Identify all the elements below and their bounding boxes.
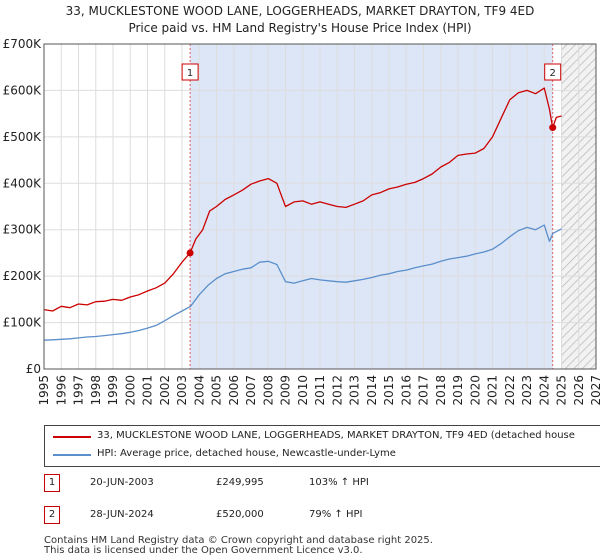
hpi-line: [43, 224, 562, 341]
sale-hpi-2: 79% ↑ HPI: [309, 509, 363, 520]
x-tick-label: 2015: [382, 375, 396, 406]
y-tick-label: £700K: [3, 37, 43, 51]
x-tick-label: 2005: [210, 375, 224, 406]
legend-label-hpi: HPI: Average price, detached house, Newc…: [97, 448, 396, 459]
sale-2-label-box: [544, 63, 562, 81]
x-tick-label: 2026: [572, 375, 586, 406]
y-tick-label: £500K: [3, 130, 43, 144]
x-tick-label: 2012: [330, 375, 344, 406]
y-tick-label: £200K: [3, 269, 43, 283]
x-tick-label: 1997: [72, 375, 86, 406]
sale-badge-2: 2: [44, 506, 60, 524]
sale-2-label: 2: [550, 68, 556, 79]
x-tick-label: 2011: [313, 375, 327, 406]
y-tick-label: £600K: [3, 83, 43, 97]
x-tick-label: 2002: [158, 375, 172, 406]
sale-date-2: 28-JUN-2024: [90, 509, 154, 520]
y-tick-label: £100K: [3, 316, 43, 330]
sale-2-point: [549, 124, 557, 132]
sale-row-2: 2 28-JUN-2024 £520,000 79% ↑ HPI: [44, 506, 444, 526]
chart-title: 33, MUCKLESTONE WOOD LANE, LOGGERHEADS, …: [65, 4, 535, 18]
x-tick-label: 2023: [520, 375, 534, 406]
plot-border: [43, 43, 597, 370]
x-tick-label: 2008: [261, 375, 275, 406]
y-tick-label: £400K: [3, 176, 43, 190]
x-tick-label: 2000: [123, 375, 137, 406]
sale-1-label-box: [181, 63, 199, 81]
x-tick-label: 1995: [37, 375, 51, 406]
x-tick-label: 2020: [468, 375, 482, 406]
sale-1-label: 1: [187, 68, 193, 79]
price-paid-line: [43, 87, 562, 312]
x-tick-label: 1999: [106, 375, 120, 406]
x-tick-label: 2009: [279, 375, 293, 406]
x-tick-label: 2003: [175, 375, 189, 406]
sale-hpi-1: 103% ↑ HPI: [309, 477, 369, 488]
footer-copyright: Contains HM Land Registry data © Crown c…: [44, 535, 433, 546]
footer-licence: This data is licensed under the Open Gov…: [44, 545, 363, 556]
sale-1-point: [186, 249, 194, 257]
x-tick-label: 2006: [227, 375, 241, 406]
x-tick-label: 2013: [348, 375, 362, 406]
legend-item-price: 33, MUCKLESTONE WOOD LANE, LOGGERHEADS, …: [45, 429, 600, 445]
x-tick-label: 2022: [503, 375, 517, 406]
legend-label-price: 33, MUCKLESTONE WOOD LANE, LOGGERHEADS, …: [97, 430, 575, 441]
x-tick-label: 2010: [296, 375, 310, 406]
x-tick-label: 2017: [417, 375, 431, 406]
chart-subtitle: Price paid vs. HM Land Registry's House …: [128, 21, 472, 35]
legend-swatch-price: [53, 436, 91, 438]
y-tick-label: £300K: [3, 223, 43, 237]
price-chart: £0 £100K £200K £300K £400K £500K £600K £700K 199…: [3, 37, 600, 406]
legend-swatch-hpi: [53, 454, 91, 456]
x-tick-label: 2001: [141, 375, 155, 406]
sale-date-1: 20-JUN-2003: [90, 477, 154, 488]
x-tick-label: 2018: [434, 375, 448, 406]
x-tick-label: 1996: [54, 375, 68, 406]
x-tick-label: 2004: [192, 375, 206, 406]
x-tick-label: 2025: [555, 375, 569, 406]
x-tick-label: 2027: [589, 375, 600, 406]
sale-price-1: £249,995: [216, 477, 264, 488]
sale-badge-1: 1: [44, 474, 60, 492]
x-tick-label: 2016: [399, 375, 413, 406]
x-tick-label: 2021: [486, 375, 500, 406]
x-tick-label: 2007: [244, 375, 258, 406]
x-tick-label: 2024: [537, 375, 551, 406]
chart-legend: 33, MUCKLESTONE WOOD LANE, LOGGERHEADS, …: [44, 425, 600, 467]
y-tick-label: £0: [26, 362, 41, 376]
x-tick-label: 2014: [365, 375, 379, 406]
sale-price-2: £520,000: [216, 509, 264, 520]
x-tick-label: 2019: [451, 375, 465, 406]
legend-item-hpi: HPI: Average price, detached house, Newc…: [45, 447, 600, 463]
x-tick-label: 1998: [89, 375, 103, 406]
sale-row-1: 1 20-JUN-2003 £249,995 103% ↑ HPI: [44, 474, 444, 494]
